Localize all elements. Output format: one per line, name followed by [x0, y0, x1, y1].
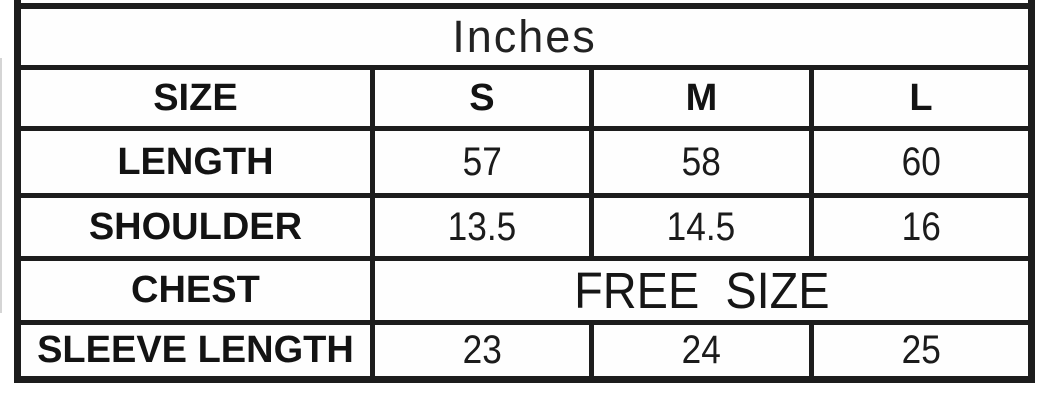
size-chart-table: Inches SIZE S M L LENGTH 57 58 60 SHOULD…: [14, 0, 1036, 383]
cell-shoulder-l: 16: [808, 193, 1036, 261]
cell-length-l: 60: [808, 126, 1036, 198]
cell-sleeve-s: 23: [369, 320, 594, 383]
cell-sleeve-m: 24: [588, 320, 814, 383]
cell-chest-free-size-value: FREE SIZE: [573, 262, 830, 319]
cell-length-s-value: 57: [462, 139, 502, 184]
photo-edge-artifact: [0, 58, 2, 313]
cell-length-m: 58: [588, 126, 814, 198]
unit-header-cell: Inches: [14, 3, 1035, 70]
row-label-shoulder: SHOULDER: [14, 193, 375, 261]
cell-chest-free-size: FREE SIZE: [369, 256, 1036, 325]
cell-length-l-value: 60: [901, 139, 941, 184]
column-header-row: SIZE S M L: [14, 65, 1036, 131]
cell-sleeve-l: 25: [808, 320, 1036, 383]
column-header-l: L: [808, 65, 1036, 131]
cell-shoulder-l-value: 16: [901, 204, 941, 249]
column-header-m: M: [588, 65, 814, 131]
table-row-chest: CHEST FREE SIZE: [14, 256, 1036, 325]
cutoff-row-cell: [14, 0, 1035, 9]
cell-shoulder-m-value: 14.5: [667, 204, 736, 249]
row-label-sleeve-length: SLEEVE LENGTH: [14, 320, 375, 383]
cell-sleeve-l-value: 25: [901, 328, 941, 372]
cell-shoulder-s: 13.5: [369, 193, 594, 261]
cell-sleeve-m-value: 24: [681, 328, 722, 372]
table-row-shoulder: SHOULDER 13.5 14.5 16: [14, 193, 1036, 261]
column-header-s: S: [369, 65, 594, 131]
row-label-chest: CHEST: [14, 256, 375, 325]
table-row-length: LENGTH 57 58 60: [14, 126, 1036, 198]
column-header-size: SIZE: [14, 65, 375, 131]
cell-shoulder-s-value: 13.5: [447, 204, 517, 249]
cell-sleeve-s-value: 23: [462, 328, 502, 372]
row-label-length: LENGTH: [14, 126, 375, 198]
cutoff-row: [14, 0, 1035, 9]
cell-length-m-value: 58: [681, 139, 722, 184]
cell-shoulder-m: 14.5: [588, 193, 814, 261]
table-row-sleeve-length: SLEEVE LENGTH 23 24 25: [14, 320, 1036, 383]
unit-header-row: Inches: [14, 3, 1035, 70]
cell-length-s: 57: [369, 126, 594, 198]
